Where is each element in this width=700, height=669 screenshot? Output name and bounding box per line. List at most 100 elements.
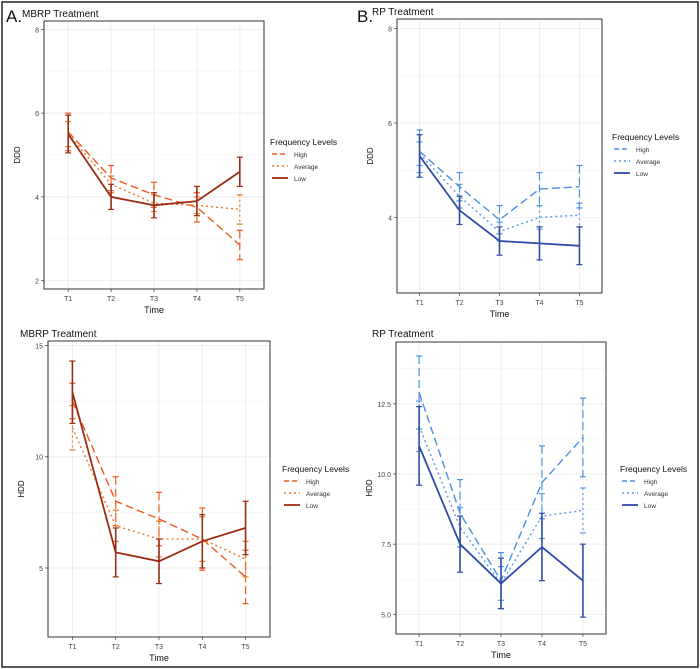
error-bar — [579, 487, 586, 534]
x-tick-label: T3 — [155, 644, 163, 651]
y-tick-label: 6 — [388, 121, 392, 128]
x-tick-label: T3 — [150, 296, 158, 303]
legend: Frequency Levels High Average Low — [620, 464, 687, 510]
y-axis-title: DDD — [13, 146, 22, 164]
x-tick-label: T2 — [456, 641, 464, 648]
legend-item-low: Low — [272, 176, 306, 183]
x-tick-label: T4 — [193, 296, 201, 303]
chart-title: MBRP Treatment — [22, 9, 99, 20]
legend: Frequency Levels High Average Low — [282, 464, 349, 510]
legend-title: Frequency Levels — [612, 132, 679, 142]
y-tick-label: 10.0 — [377, 472, 391, 479]
chart-rp_hdd: RP Treatment 5.0 7.5 10.0 12.5 T1 T2 T3 T4 T5 Time… — [365, 329, 687, 660]
legend-item-average: Average — [614, 159, 660, 166]
legend-item-high: High — [614, 147, 650, 154]
y-tick-label: 6 — [35, 111, 39, 118]
x-tick-label: T2 — [107, 296, 115, 303]
x-axis-title: Time — [491, 650, 511, 660]
chart-title: MBRP Treatment — [20, 329, 97, 340]
legend-label: Low — [294, 176, 306, 183]
legend-label: Average — [306, 491, 330, 498]
chart-title: RP Treatment — [372, 329, 434, 340]
legend-label: Average — [636, 159, 660, 166]
legend-item-high: High — [622, 479, 658, 486]
x-tick-label: T3 — [497, 641, 505, 648]
legend-title: Frequency Levels — [282, 464, 349, 474]
x-tick-label: T5 — [579, 641, 587, 648]
y-tick-label: 8 — [388, 26, 392, 33]
x-tick-label: T4 — [198, 644, 206, 651]
y-axis-title: HDD — [365, 479, 374, 497]
panel-frame — [396, 18, 603, 294]
panel-frame — [395, 341, 607, 635]
legend-item-low: Low — [614, 171, 648, 178]
legend-label: Average — [644, 491, 668, 498]
legend-label: High — [644, 479, 658, 486]
error-bar — [579, 543, 586, 618]
x-tick-label: T5 — [575, 300, 583, 307]
error-bar — [579, 397, 586, 478]
legend-label: High — [636, 147, 650, 154]
y-tick-label: 5.0 — [381, 612, 391, 619]
legend-item-low: Low — [622, 503, 656, 510]
legend-label: High — [306, 479, 320, 486]
error-bar — [242, 500, 249, 556]
error-bar — [536, 226, 543, 261]
x-tick-label: T5 — [241, 644, 249, 651]
error-bar — [236, 194, 243, 225]
error-bar — [108, 183, 115, 211]
y-tick-label: 8 — [35, 27, 39, 34]
error-bar — [576, 164, 583, 209]
panel-frame — [43, 20, 265, 290]
error-bar — [456, 195, 463, 226]
x-tick-label: T3 — [495, 300, 503, 307]
y-tick-label: 10 — [35, 455, 43, 462]
legend-label: Low — [644, 503, 656, 510]
error-bar — [576, 226, 583, 266]
series-low — [69, 360, 249, 585]
series-low — [416, 405, 586, 618]
y-tick-label: 15 — [35, 343, 43, 350]
series-line — [71, 400, 247, 578]
x-tick-label: T4 — [538, 641, 546, 648]
series-low — [416, 134, 583, 266]
y-tick-label: 4 — [388, 215, 392, 222]
x-tick-label: T4 — [535, 300, 543, 307]
x-tick-label: T1 — [415, 641, 423, 648]
series-line — [419, 150, 580, 221]
legend-item-high: High — [272, 152, 308, 159]
y-axis-title: DDD — [366, 147, 375, 165]
x-tick-label: T5 — [236, 296, 244, 303]
error-bar — [151, 192, 157, 219]
legend-item-average: Average — [272, 164, 318, 171]
error-bar — [416, 134, 423, 178]
chart-mbrp_hdd: MBRP Treatment 5 10 15 T1 T2 T3 T4 T5 Time HDD Freq… — [17, 329, 349, 663]
panel-label-b: B. — [357, 7, 373, 26]
x-axis-title: Time — [144, 305, 164, 315]
legend-item-low: Low — [284, 503, 318, 510]
legend-label: Low — [636, 171, 648, 178]
legend: Frequency Levels High Average Low — [612, 132, 679, 178]
legend-label: High — [294, 152, 308, 159]
x-tick-label: T2 — [112, 644, 120, 651]
y-axis-title: HDD — [17, 480, 26, 498]
error-bar — [236, 156, 243, 188]
error-bar — [416, 405, 423, 486]
y-tick-label: 12.5 — [377, 402, 391, 409]
legend-title: Frequency Levels — [270, 137, 337, 147]
legend-label: Average — [294, 164, 318, 171]
chart-rp_ddd: RP Treatment 4 6 8 T1 T2 T3 T4 T5 Time DDD Frequenc… — [366, 7, 679, 319]
error-bar — [199, 513, 206, 569]
x-tick-label: T1 — [64, 296, 72, 303]
x-axis-title: Time — [490, 309, 510, 319]
series-low — [65, 114, 243, 219]
series-line — [71, 427, 246, 560]
y-tick-label: 4 — [35, 195, 39, 202]
legend-item-high: High — [284, 479, 320, 486]
error-bar — [538, 512, 545, 582]
legend-title: Frequency Levels — [620, 464, 687, 474]
x-axis-title: Time — [149, 653, 169, 663]
chart-mbrp_ddd: MBRP Treatment 2 4 6 8 T1 T2 T3 T4 T5 Time DDD Frequ… — [13, 9, 337, 315]
error-bar — [498, 557, 504, 610]
error-bar — [112, 527, 119, 578]
